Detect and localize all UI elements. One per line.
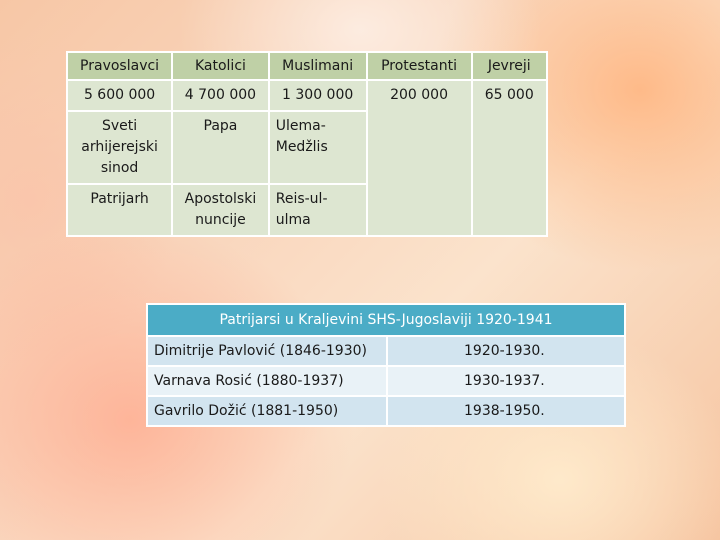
patriarch-header-row: Patrijarsi u Kraljevini SHS-Jugoslaviji … xyxy=(146,303,626,337)
institution-pravoslavci: Sveti arhijerejski sinod xyxy=(65,110,174,185)
patriarch-years: 1930-1937. xyxy=(386,365,626,397)
patriarch-years: 1920-1930. xyxy=(386,335,626,367)
table-row: Varnava Rosić (1880-1937) 1930-1937. xyxy=(146,365,626,397)
leader-muslimani: Reis-ul-ulma xyxy=(267,183,368,237)
institution-muslimani: Ulema-Medžlis xyxy=(267,110,368,185)
leader-pravoslavci: Patrijarh xyxy=(65,183,174,237)
patriarch-table: Patrijarsi u Kraljevini SHS-Jugoslaviji … xyxy=(146,303,626,427)
patriarch-years: 1938-1950. xyxy=(386,395,626,427)
header-jevreji: Jevreji xyxy=(470,51,549,81)
table-row: Dimitrije Pavlović (1846-1930) 1920-1930… xyxy=(146,335,626,367)
patriarch-name: Gavrilo Dožić (1881-1950) xyxy=(146,395,388,427)
patriarch-name: Dimitrije Pavlović (1846-1930) xyxy=(146,335,388,367)
number-muslimani: 1 300 000 xyxy=(267,79,368,112)
patriarch-table-title: Patrijarsi u Kraljevini SHS-Jugoslaviji … xyxy=(146,303,626,337)
religion-header-row: Pravoslavci Katolici Muslimani Protestan… xyxy=(65,51,549,81)
numbers-row: 5 600 000 4 700 000 1 300 000 200 000 65… xyxy=(65,79,549,237)
number-jevreji: 65 000 xyxy=(470,79,549,237)
institutions-row: Sveti arhijerejski sinod Papa Ulema-Medž… xyxy=(65,110,547,185)
religion-table: Pravoslavci Katolici Muslimani Protestan… xyxy=(65,51,549,237)
leader-katolici: Apostolski nuncije xyxy=(171,183,270,237)
header-pravoslavci: Pravoslavci xyxy=(65,51,174,81)
institution-katolici: Papa xyxy=(171,110,270,185)
header-katolici: Katolici xyxy=(171,51,270,81)
leaders-row: Patrijarh Apostolski nuncije Reis-ul-ulm… xyxy=(65,183,547,237)
header-muslimani: Muslimani xyxy=(267,51,368,81)
number-pravoslavci: 5 600 000 xyxy=(65,79,174,112)
number-protestanti: 200 000 xyxy=(365,79,473,237)
patriarch-name: Varnava Rosić (1880-1937) xyxy=(146,365,388,397)
number-katolici: 4 700 000 xyxy=(171,79,270,112)
header-protestanti: Protestanti xyxy=(365,51,473,81)
table-row: Gavrilo Dožić (1881-1950) 1938-1950. xyxy=(146,395,626,427)
